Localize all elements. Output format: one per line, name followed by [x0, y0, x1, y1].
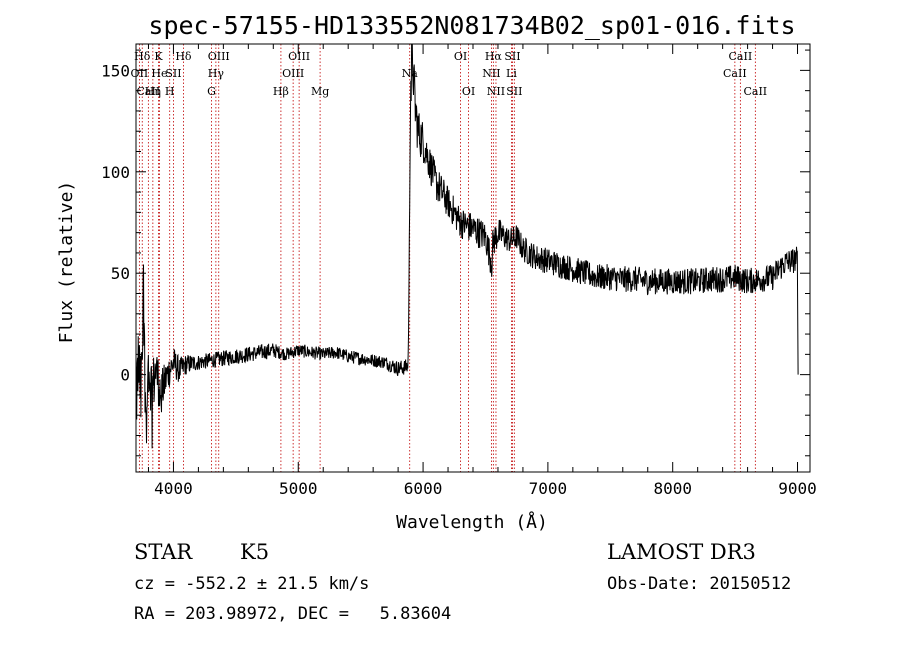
x-tick-label-3: 7000	[529, 479, 568, 498]
line-label-27: CaII	[743, 85, 767, 98]
line-label-16: Li	[506, 67, 517, 80]
line-label-20: H	[165, 85, 175, 98]
survey-name: LAMOST DR3	[607, 540, 756, 564]
redshift-value: cz = -552.2 ± 21.5 km/s	[134, 574, 370, 594]
y-tick-label-2: 100	[101, 163, 130, 182]
x-tick-label-1: 5000	[279, 479, 318, 498]
line-label-6: Hα	[485, 50, 503, 63]
line-label-15: NII	[482, 67, 500, 80]
line-label-0: Hδ	[134, 50, 151, 63]
line-label-21: G	[207, 85, 216, 98]
plot-frame	[135, 43, 811, 473]
line-label-7: SII	[504, 50, 520, 63]
line-label-18: CaII	[137, 85, 161, 98]
x-tick-label-2: 6000	[404, 479, 443, 498]
line-label-12: Hγ	[208, 67, 225, 80]
spectral-lines	[138, 44, 756, 472]
line-label-8: CaII	[729, 50, 753, 63]
line-label-24: OI	[462, 85, 475, 98]
observation-date: Obs-Date: 20150512	[607, 574, 792, 594]
x-axis-label: Wavelength (Å)	[396, 511, 548, 533]
axis-ticks: 4000 5000 6000 7000 8000 9000 0 50 100 150	[101, 44, 817, 498]
spectrum-line	[135, 43, 799, 449]
line-label-10: He	[151, 67, 167, 80]
object-class: STAR	[134, 540, 193, 564]
y-tick-label-0: 0	[120, 366, 130, 385]
line-label-19: Hη	[145, 85, 161, 98]
line-label-3: OIII	[208, 50, 230, 63]
line-label-14: Na	[402, 67, 419, 80]
coordinates: RA = 203.98972, DEC = 5.83604	[134, 604, 452, 624]
line-label-23: Mg	[311, 85, 329, 98]
x-tick-label-4: 8000	[653, 479, 692, 498]
line-label-2: Hδ	[175, 50, 192, 63]
line-label-13: OIII	[282, 67, 304, 80]
line-label-25: NII	[487, 85, 505, 98]
x-tick-label-0: 4000	[154, 479, 193, 498]
line-label-11: SII	[165, 67, 181, 80]
chart-title: spec-57155-HD133552N081734B02_sp01-016.f…	[148, 11, 795, 40]
line-label-22: Hβ	[273, 85, 289, 98]
y-tick-label-3: 150	[101, 61, 130, 80]
line-label-5: OI	[454, 50, 467, 63]
line-label-26: SII	[506, 85, 522, 98]
y-axis-label: Flux (relative)	[56, 181, 77, 344]
object-subclass: K5	[240, 540, 270, 564]
y-tick-label-1: 50	[111, 264, 130, 283]
x-tick-label-5: 9000	[778, 479, 817, 498]
line-label-17: CaII	[723, 67, 747, 80]
line-label-9: OII	[131, 67, 149, 80]
line-label-1: K	[154, 50, 163, 63]
line-label-4: OIII	[288, 50, 310, 63]
